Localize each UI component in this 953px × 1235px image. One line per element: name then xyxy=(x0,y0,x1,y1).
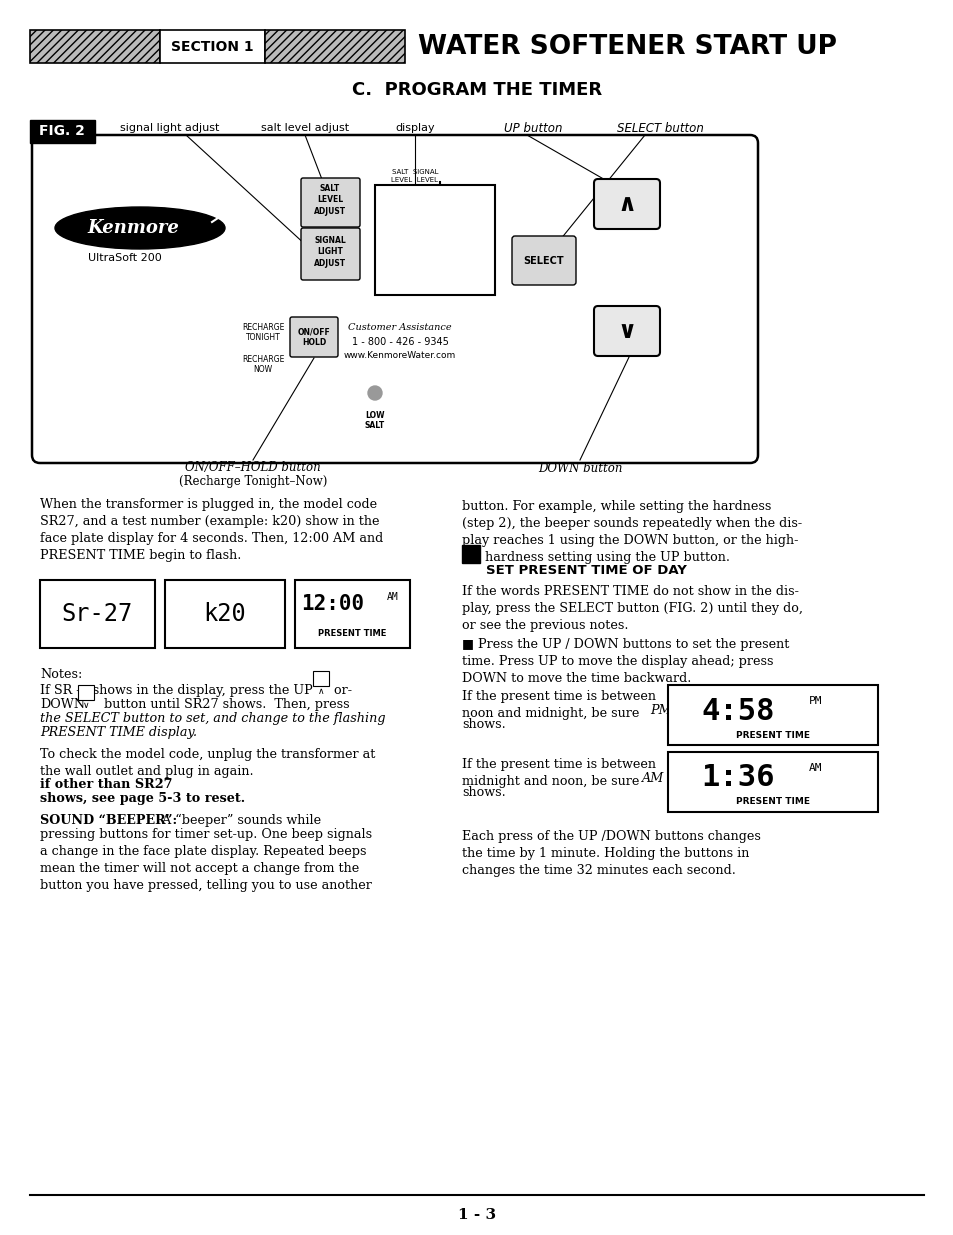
Text: PM: PM xyxy=(649,704,671,718)
FancyBboxPatch shape xyxy=(30,30,160,63)
Text: Notes:: Notes: xyxy=(40,668,82,680)
Text: PRESENT TIME: PRESENT TIME xyxy=(735,730,809,740)
Text: button until SR27 shows.  Then, press: button until SR27 shows. Then, press xyxy=(96,698,349,711)
Text: 1: 1 xyxy=(466,564,476,578)
Text: A “beeper” sounds while: A “beeper” sounds while xyxy=(158,814,321,827)
Text: LEVEL  LEVEL: LEVEL LEVEL xyxy=(391,177,438,183)
Text: salt level adjust: salt level adjust xyxy=(261,124,349,133)
Text: PRESENT TIME: PRESENT TIME xyxy=(735,798,809,806)
FancyBboxPatch shape xyxy=(32,135,758,463)
Text: SIGNAL
LIGHT
ADJUST: SIGNAL LIGHT ADJUST xyxy=(314,236,346,268)
Text: 12:00: 12:00 xyxy=(301,594,364,614)
Text: RECHARGE: RECHARGE xyxy=(241,356,284,364)
FancyBboxPatch shape xyxy=(160,30,265,63)
Text: ∨: ∨ xyxy=(617,319,636,343)
Text: If the present time is between
noon and midnight, be sure: If the present time is between noon and … xyxy=(461,690,656,720)
Text: k20: k20 xyxy=(203,601,246,626)
Text: SALT: SALT xyxy=(364,420,385,430)
Text: If the present time is between
midnight and noon, be sure: If the present time is between midnight … xyxy=(461,758,656,788)
Text: ■ Press the UP / DOWN buttons to set the present
time. Press UP to move the disp: ■ Press the UP / DOWN buttons to set the… xyxy=(461,638,788,685)
Text: When the transformer is plugged in, the model code
SR27, and a test number (exam: When the transformer is plugged in, the … xyxy=(40,498,383,562)
Text: AM: AM xyxy=(387,592,398,601)
Text: NOW: NOW xyxy=(253,366,273,374)
FancyBboxPatch shape xyxy=(30,120,95,143)
Bar xyxy=(375,185,495,295)
Text: LOW: LOW xyxy=(365,410,384,420)
FancyBboxPatch shape xyxy=(301,228,359,280)
FancyBboxPatch shape xyxy=(594,179,659,228)
FancyBboxPatch shape xyxy=(313,671,329,685)
Text: www.KenmoreWater.com: www.KenmoreWater.com xyxy=(343,352,456,361)
Text: the SELECT button to set, and change to the flashing: the SELECT button to set, and change to … xyxy=(40,713,385,725)
Text: RECHARGE: RECHARGE xyxy=(241,324,284,332)
Bar xyxy=(667,752,877,811)
Text: SOUND “BEEPER”:: SOUND “BEEPER”: xyxy=(40,814,177,827)
Text: PRESENT TIME display.: PRESENT TIME display. xyxy=(40,726,196,739)
Circle shape xyxy=(368,387,381,400)
Text: SALT  SIGNAL: SALT SIGNAL xyxy=(392,169,437,175)
Text: shows.: shows. xyxy=(461,785,505,799)
Text: ∨: ∨ xyxy=(83,701,90,710)
Text: shows.: shows. xyxy=(461,718,505,731)
Text: C.  PROGRAM THE TIMER: C. PROGRAM THE TIMER xyxy=(352,82,601,99)
Bar xyxy=(165,580,285,648)
Text: if other than SR27: if other than SR27 xyxy=(40,778,172,790)
FancyBboxPatch shape xyxy=(290,317,337,357)
Text: ∧: ∧ xyxy=(317,688,324,697)
Text: To check the model code, unplug the transformer at
the wall outlet and plug in a: To check the model code, unplug the tran… xyxy=(40,748,375,778)
Text: AM: AM xyxy=(808,763,821,773)
Bar xyxy=(294,580,410,648)
Text: ON/OFF
HOLD: ON/OFF HOLD xyxy=(297,327,330,347)
Text: AM: AM xyxy=(641,772,663,785)
Text: If the words PRESENT TIME do not show in the dis-
play, press the SELECT button : If the words PRESENT TIME do not show in… xyxy=(461,585,802,632)
Text: SET PRESENT TIME OF DAY: SET PRESENT TIME OF DAY xyxy=(485,564,686,578)
Text: PM: PM xyxy=(808,697,821,706)
Text: TONIGHT: TONIGHT xyxy=(245,333,280,342)
Text: SECTION 1: SECTION 1 xyxy=(171,40,253,54)
FancyBboxPatch shape xyxy=(265,30,405,63)
Bar xyxy=(667,685,877,745)
Text: Each press of the UP /DOWN buttons changes
the time by 1 minute. Holding the but: Each press of the UP /DOWN buttons chang… xyxy=(461,830,760,877)
Text: DOWN: DOWN xyxy=(40,698,85,711)
Text: PRESENT TIME: PRESENT TIME xyxy=(317,629,386,637)
Text: shows, see page 5-3 to reset.: shows, see page 5-3 to reset. xyxy=(40,792,245,805)
Text: pressing buttons for timer set-up. One beep signals
a change in the face plate d: pressing buttons for timer set-up. One b… xyxy=(40,827,372,892)
Text: (Recharge Tonight–Now): (Recharge Tonight–Now) xyxy=(178,475,327,489)
Text: DOWN button: DOWN button xyxy=(537,462,621,474)
Text: display: display xyxy=(395,124,435,133)
Text: ON/OFF–HOLD button: ON/OFF–HOLD button xyxy=(185,462,320,474)
Text: 1 - 800 - 426 - 9345: 1 - 800 - 426 - 9345 xyxy=(352,337,448,347)
FancyBboxPatch shape xyxy=(594,306,659,356)
FancyBboxPatch shape xyxy=(78,685,94,700)
Text: SELECT: SELECT xyxy=(523,256,564,266)
Bar xyxy=(40,580,154,648)
Text: or-: or- xyxy=(330,684,352,697)
FancyBboxPatch shape xyxy=(512,236,576,285)
Text: Kenmore: Kenmore xyxy=(87,219,179,237)
Text: 1 - 3: 1 - 3 xyxy=(457,1208,496,1221)
FancyBboxPatch shape xyxy=(461,545,479,563)
Text: ∧: ∧ xyxy=(617,191,636,216)
FancyBboxPatch shape xyxy=(301,178,359,227)
Text: 4:58: 4:58 xyxy=(700,697,774,725)
Text: FIG. 2: FIG. 2 xyxy=(39,124,85,138)
Text: If SR - - shows in the display, press the UP: If SR - - shows in the display, press th… xyxy=(40,684,313,697)
Text: signal light adjust: signal light adjust xyxy=(120,124,219,133)
Text: Customer Assistance: Customer Assistance xyxy=(348,324,452,332)
Text: UltraSoft 200: UltraSoft 200 xyxy=(88,253,162,263)
Text: 1:36: 1:36 xyxy=(700,763,774,793)
Text: SALT
LEVEL
ADJUST: SALT LEVEL ADJUST xyxy=(314,184,346,216)
Text: button. For example, while setting the hardness
(step 2), the beeper sounds repe: button. For example, while setting the h… xyxy=(461,500,801,564)
Text: WATER SOFTENER START UP: WATER SOFTENER START UP xyxy=(417,35,836,61)
Text: UP button: UP button xyxy=(503,121,561,135)
Text: SELECT button: SELECT button xyxy=(616,121,702,135)
Ellipse shape xyxy=(55,207,225,249)
Text: Sr-27: Sr-27 xyxy=(61,601,132,626)
